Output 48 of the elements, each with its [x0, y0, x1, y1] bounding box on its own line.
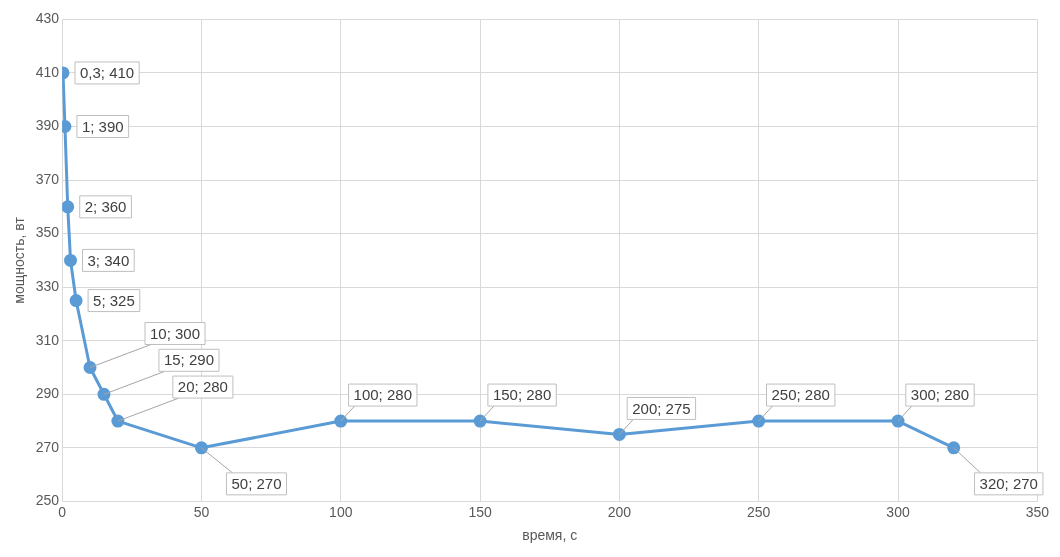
x-tick-label: 250 — [747, 503, 771, 520]
point — [612, 427, 626, 441]
x-tick-label: 150 — [468, 503, 492, 520]
x-axis-title: время, с — [522, 527, 578, 544]
data-label: 15; 290 — [163, 351, 214, 369]
data-label: 150; 280 — [492, 386, 552, 404]
point — [891, 414, 905, 428]
data-label: 200; 275 — [632, 399, 691, 417]
data-label: 300; 280 — [910, 386, 970, 404]
x-tick-label: 0 — [58, 503, 67, 520]
y-tick-label: 270 — [35, 438, 60, 455]
x-tick-label: 100 — [329, 503, 353, 520]
point — [69, 294, 83, 308]
x-tick-label: 50 — [193, 503, 210, 520]
data-label: 100; 280 — [353, 386, 412, 404]
point — [111, 414, 125, 428]
point — [194, 441, 208, 455]
y-tick-label: 370 — [35, 170, 60, 187]
point — [97, 387, 111, 401]
y-axis-title: мощность, вт — [11, 216, 28, 304]
point — [947, 441, 961, 455]
y-tick-label: 310 — [35, 331, 60, 348]
data-label: 3; 340 — [87, 251, 130, 269]
data-label: 10; 300 — [150, 324, 201, 342]
point — [473, 414, 487, 428]
y-tick-label: 250 — [35, 492, 60, 509]
y-tick-label: 430 — [35, 10, 60, 27]
point — [83, 361, 97, 375]
data-label: 1; 390 — [81, 117, 124, 135]
y-tick-label: 330 — [35, 278, 60, 295]
data-label: 50; 270 — [231, 474, 282, 492]
data-label: 0,3; 410 — [79, 64, 135, 82]
x-tick-label: 350 — [1025, 503, 1050, 520]
data-label: 2; 360 — [84, 197, 127, 215]
point — [64, 253, 78, 267]
point — [62, 200, 75, 214]
point — [334, 414, 348, 428]
x-tick-label: 300 — [886, 503, 910, 520]
point — [752, 414, 766, 428]
x-tick-label: 200 — [607, 503, 632, 520]
data-label: 20; 280 — [177, 378, 228, 396]
data-label: 5; 325 — [93, 291, 135, 309]
data-label: 250; 280 — [771, 386, 830, 404]
y-tick-label: 410 — [35, 63, 60, 80]
y-tick-label: 390 — [35, 117, 60, 134]
y-tick-label: 290 — [35, 385, 60, 402]
y-tick-label: 350 — [35, 224, 60, 241]
data-label: 320; 270 — [979, 474, 1038, 492]
